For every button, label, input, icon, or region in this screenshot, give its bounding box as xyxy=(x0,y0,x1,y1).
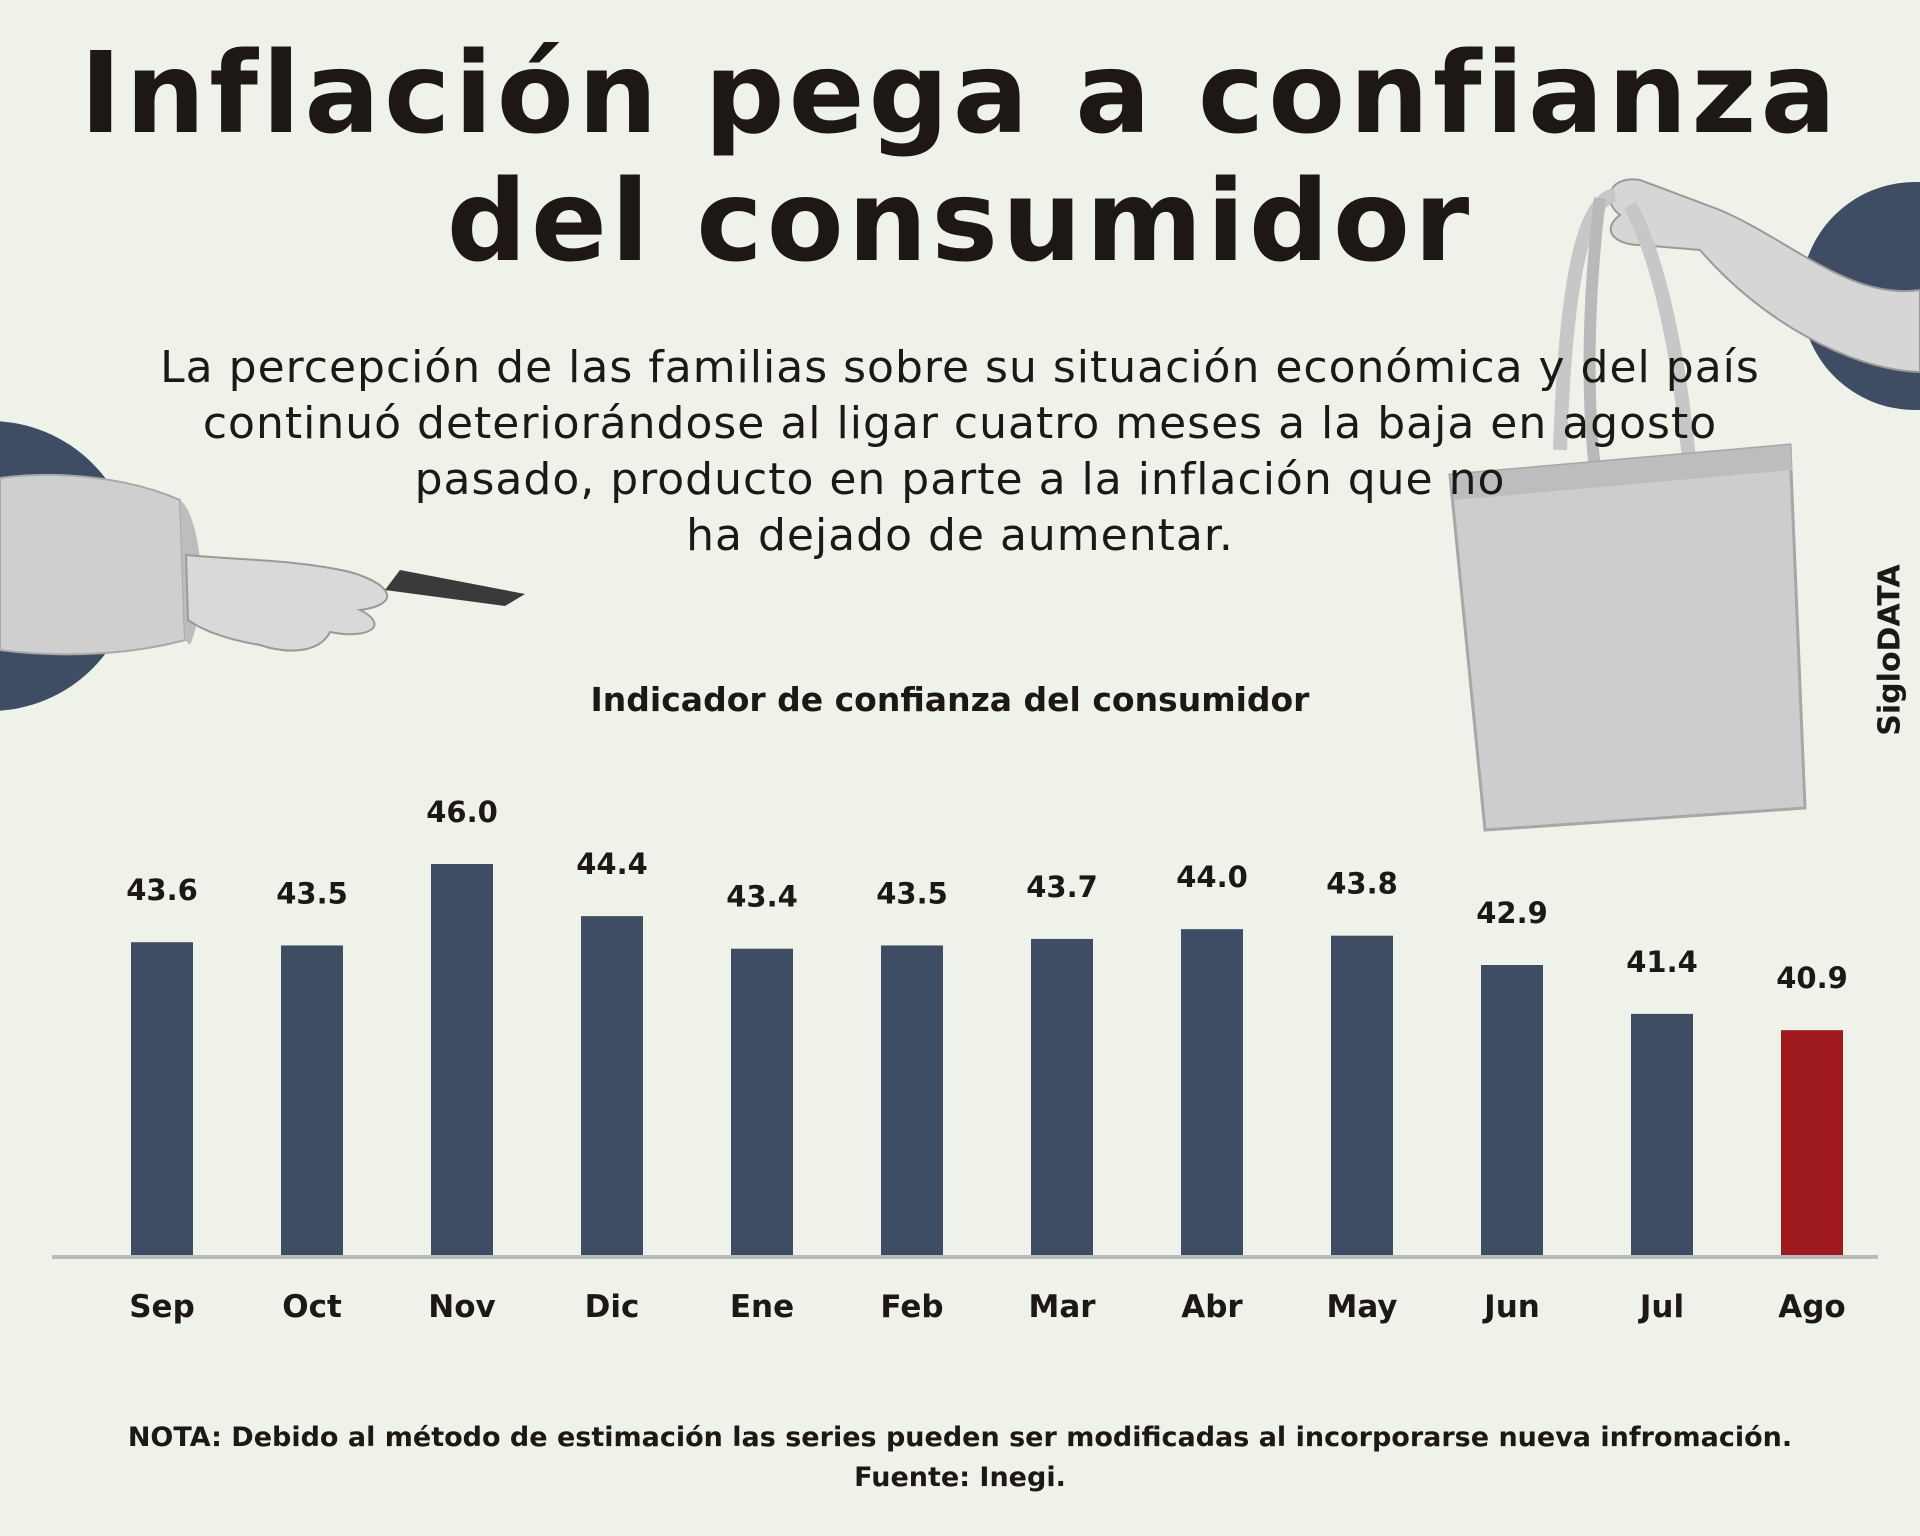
category-label-abr: Abr xyxy=(1181,1289,1243,1325)
bar-ene xyxy=(731,948,793,1255)
category-label-sep: Sep xyxy=(129,1289,195,1325)
category-label-ago: Ago xyxy=(1778,1289,1845,1325)
bar-ago xyxy=(1781,1030,1843,1255)
value-label-may: 43.8 xyxy=(1326,867,1398,901)
value-label-jun: 42.9 xyxy=(1476,896,1548,930)
bar-abr xyxy=(1181,929,1243,1255)
bar-chart: 43.6 Sep 43.5 Oct 46.0 Nov 44.4 Dic 43.4 Ene 43.5 F… xyxy=(52,795,1878,1325)
category-label-ene: Ene xyxy=(730,1289,794,1325)
category-label-oct: Oct xyxy=(282,1289,342,1325)
bar-oct xyxy=(281,945,343,1255)
bar-sep xyxy=(131,942,193,1255)
hand-with-card-icon xyxy=(0,474,525,656)
footer: NOTA: Debido al método de estimación las… xyxy=(40,1418,1880,1498)
siglodata-brand-label: SigloDATA xyxy=(1872,564,1908,736)
bar-dic xyxy=(581,916,643,1255)
footer-source: Fuente: Inegi. xyxy=(854,1462,1066,1493)
value-label-oct: 43.5 xyxy=(276,876,348,910)
subtitle-paragraph: La percepción de las familias sobre su s… xyxy=(80,340,1840,564)
bar-feb xyxy=(881,945,943,1255)
value-label-mar: 43.7 xyxy=(1026,870,1098,904)
value-label-sep: 43.6 xyxy=(126,873,198,907)
category-label-feb: Feb xyxy=(880,1289,943,1325)
decorative-illustrations xyxy=(0,178,1920,832)
hand-holding-bag-icon xyxy=(1448,178,1920,832)
subtitle-line-1: La percepción de las familias sobre su s… xyxy=(160,342,1760,393)
title-line-2: del consumidor xyxy=(446,157,1474,287)
category-label-jun: Jun xyxy=(1482,1289,1540,1325)
category-label-dic: Dic xyxy=(585,1289,640,1325)
category-label-may: May xyxy=(1326,1289,1397,1325)
category-label-nov: Nov xyxy=(428,1289,495,1325)
subtitle-line-3: pasado, producto en parte a la inflación… xyxy=(414,454,1506,505)
bar-mar xyxy=(1031,938,1093,1255)
value-label-feb: 43.5 xyxy=(876,876,948,910)
footer-note: NOTA: Debido al método de estimación las… xyxy=(127,1422,1793,1453)
subtitle-line-4: ha dejado de aumentar. xyxy=(686,510,1234,561)
bar-jun xyxy=(1481,965,1543,1255)
chart-title: Indicador de confianza del consumidor xyxy=(590,680,1310,719)
value-label-nov: 46.0 xyxy=(426,795,498,829)
bars-layer: 43.6 Sep 43.5 Oct 46.0 Nov 44.4 Dic 43.4 Ene 43.5 F… xyxy=(126,795,1848,1325)
title-line-1: Inflación pega a confianza xyxy=(79,29,1841,159)
value-label-ago: 40.9 xyxy=(1776,961,1848,995)
subtitle-line-2: continuó deteriorándose al ligar cuatro … xyxy=(202,398,1718,449)
value-label-abr: 44.0 xyxy=(1176,860,1248,894)
bar-jul xyxy=(1631,1013,1693,1255)
page-title: Inflación pega a confianza del consumido… xyxy=(60,30,1860,286)
category-label-jul: Jul xyxy=(1638,1289,1684,1325)
category-label-mar: Mar xyxy=(1028,1289,1096,1325)
value-label-jul: 41.4 xyxy=(1626,945,1698,979)
bar-nov xyxy=(431,864,493,1255)
value-label-ene: 43.4 xyxy=(726,880,798,914)
bar-may xyxy=(1331,935,1393,1255)
value-label-dic: 44.4 xyxy=(576,847,648,881)
